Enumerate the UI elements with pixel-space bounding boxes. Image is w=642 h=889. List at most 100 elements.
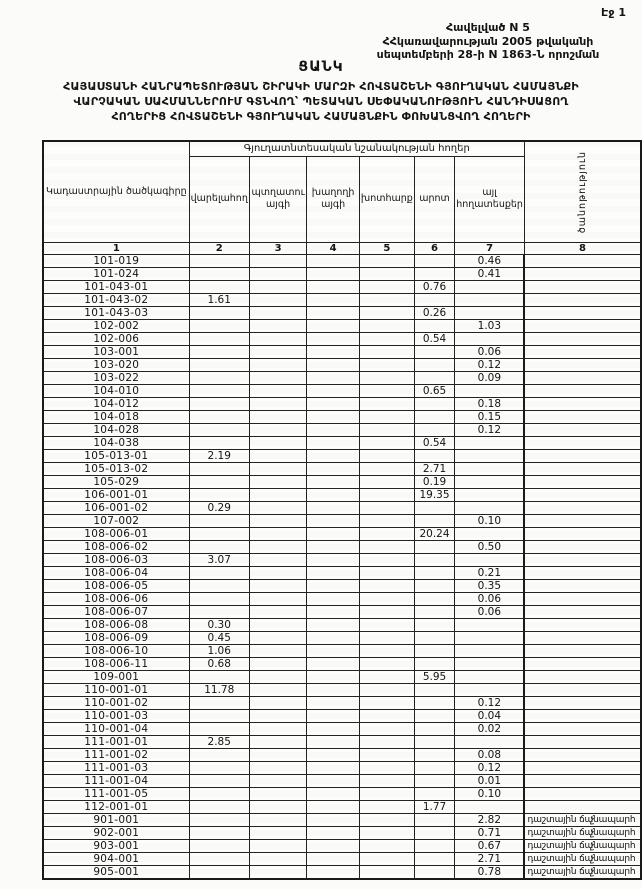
cell-note [523,526,642,541]
cell-area-value [413,591,456,606]
cell-area-value [248,591,308,606]
table-row: 103-001 0.06 [42,344,642,359]
cell-note: դաշտային ճանապարհ [523,864,642,879]
cell-area-value [306,331,360,346]
cell-note: դաշտային ճանապարհ [523,825,642,840]
cell-area-value: 0.41 [454,266,525,281]
cell-area-value [306,500,360,515]
cell-area-value [454,552,525,567]
table-row: 109-001 5.95 [42,669,642,684]
cell-area-value [413,604,456,619]
cell-cadastral-code: 103-022 [42,370,190,385]
cell-area-value [306,864,360,879]
table-row: 111-001-03 0.12 [42,760,642,775]
cell-area-value [306,409,360,424]
table-body: 101-019 0.46 101-024 0.41 101-043-01 0.76 101-… [42,253,642,879]
cell-area-value [358,552,415,567]
cell-cadastral-code: 105-029 [42,474,190,489]
col-header-arable: վարելահող [188,155,250,243]
cell-area-value [306,539,360,554]
cell-area-value: 2.85 [188,734,250,749]
cell-area-value [248,643,308,658]
cell-area-value [358,786,415,801]
column-number-row: 1 2 3 4 5 6 7 8 [42,241,642,255]
cell-area-value [248,539,308,554]
cell-area-value [358,409,415,424]
table-row: 108-006-08 0.30 [42,617,642,632]
cell-area-value [358,422,415,437]
cell-area-value [306,318,360,333]
cell-area-value [413,786,456,801]
cell-area-value: 0.45 [188,630,250,645]
cell-note [523,565,642,580]
cell-area-value [306,279,360,294]
cell-area-value [248,435,308,450]
cell-area-value [306,435,360,450]
cell-note [523,266,642,281]
cell-area-value [413,513,456,528]
table-row: 110-001-01 11.78 [42,682,642,697]
cell-area-value: 0.54 [413,331,456,346]
cell-area-value [454,682,525,697]
cell-area-value [413,370,456,385]
cell-area-value [413,812,456,827]
cell-area-value [188,851,250,866]
table-row: 112-001-01 1.77 [42,799,642,814]
cell-area-value [188,812,250,827]
cell-area-value [358,305,415,320]
cell-cadastral-code: 108-006-10 [42,643,190,658]
cell-cadastral-code: 104-018 [42,409,190,424]
cell-note [523,435,642,450]
cell-note [523,669,642,684]
cell-area-value [358,682,415,697]
cell-area-value [188,331,250,346]
cell-area-value: 0.19 [413,474,456,489]
document-title: ՑԱՆԿ [298,59,344,75]
cell-note [523,760,642,775]
cell-area-value [413,344,456,359]
cell-area-value [358,500,415,515]
cell-area-value [188,539,250,554]
cell-area-value [248,513,308,528]
cell-area-value [248,578,308,593]
cell-area-value [306,773,360,788]
table-row: 101-043-02 1.61 [42,292,642,307]
cell-area-value [358,760,415,775]
cell-note [523,552,642,567]
cell-area-value [248,422,308,437]
sub-header-row: վարելահող պտղատու այգի խաղողի այգի խոտհա… [43,155,641,243]
cell-cadastral-code: 104-038 [42,435,190,450]
cell-area-value [248,487,308,502]
annex-line: սեպտեմբերի 28-ի N 1863-Ն որոշման [376,48,600,61]
col-header-note: ծանոթություն [523,140,642,243]
cell-note: դաշտային ճանապարհ [523,851,642,866]
table-row: 110-001-03 0.04 [42,708,642,723]
cell-area-value [413,721,456,736]
cell-area-value [188,695,250,710]
col-header-cadastral-code: Կադաստրային ծածկագիրը [42,140,190,243]
cell-area-value [248,474,308,489]
column-number: 1 [42,241,190,255]
cell-area-value [248,370,308,385]
cell-area-value: 0.21 [454,565,525,580]
cell-area-value [454,643,525,658]
cell-area-value [248,734,308,749]
cell-cadastral-code: 102-006 [42,331,190,346]
cell-area-value [413,747,456,762]
cell-area-value [454,474,525,489]
cell-cadastral-code: 110-001-01 [42,682,190,697]
cell-cadastral-code: 903-001 [42,838,190,853]
cell-area-value [248,552,308,567]
col-header-other-lands: այլ հողատեսքեր [454,155,525,243]
cell-area-value [358,695,415,710]
cell-area-value [454,292,525,307]
column-number: 2 [188,241,250,255]
cell-note [523,448,642,463]
table-row: 101-024 0.41 [42,266,642,281]
cell-cadastral-code: 101-024 [42,266,190,281]
cell-note [523,383,642,398]
table-row: 110-001-02 0.12 [42,695,642,710]
cell-cadastral-code: 108-006-01 [42,526,190,541]
table-header: Կադաստրային ծածկագիրը Գյուղատնտեսական նշ… [42,140,642,255]
